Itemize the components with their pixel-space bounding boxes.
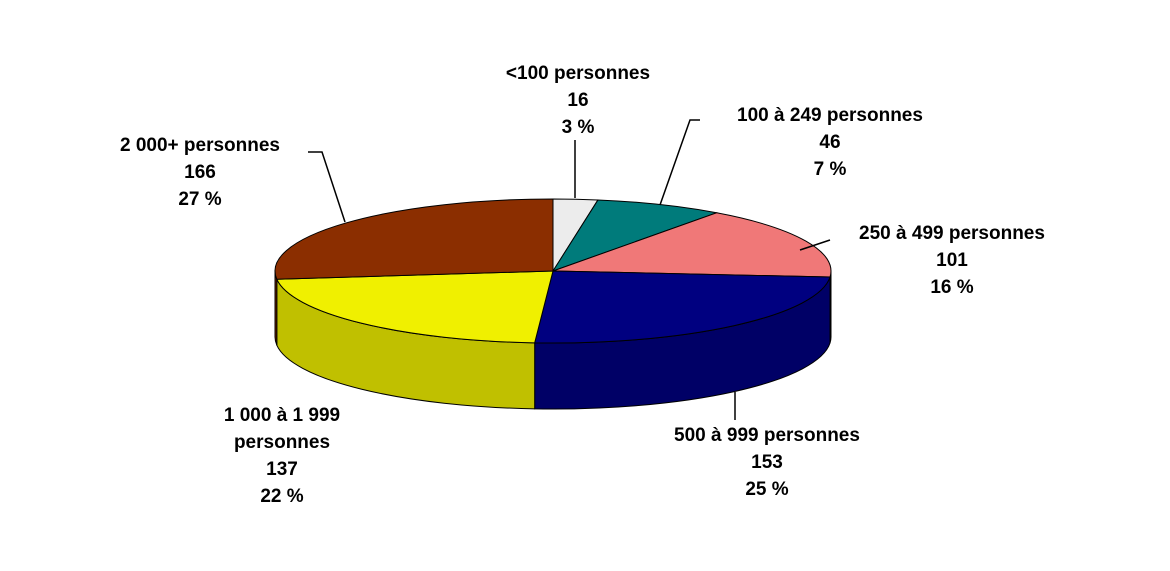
pie-slice <box>276 270 554 344</box>
slice-value: 101 <box>936 250 968 271</box>
data-label: 500 à 999 personnes 153 25 % <box>637 422 897 503</box>
slice-percent: 3 % <box>561 117 595 138</box>
data-label: 100 à 249 personnes 46 7 % <box>700 102 960 183</box>
data-label: 2 000+ personnes 166 27 % <box>80 132 320 213</box>
slice-percent: 7 % <box>813 159 847 180</box>
slice-percent: 16 % <box>930 277 974 298</box>
slice-percent: 22 % <box>260 486 304 507</box>
slice-side <box>274 270 278 346</box>
slice-name: 1 000 à 1 999 personnes <box>223 405 341 453</box>
pie-sides <box>274 270 832 410</box>
slice-name: 250 à 499 personnes <box>859 223 1045 244</box>
slice-percent: 27 % <box>178 189 222 210</box>
slice-value: 137 <box>266 459 298 480</box>
slice-percent: 25 % <box>745 479 789 500</box>
slice-name: <100 personnes <box>505 63 651 84</box>
slice-value: 153 <box>751 452 783 473</box>
leader-line <box>799 239 831 251</box>
leader-line <box>659 119 700 206</box>
pie-slice <box>552 212 832 278</box>
slice-value: 16 <box>567 90 589 111</box>
slice-name: 500 à 999 personnes <box>674 425 860 446</box>
pie-tops <box>274 198 832 344</box>
data-label: 1 000 à 1 999 personnes 137 22 % <box>202 402 362 510</box>
pie-slice <box>534 270 831 344</box>
slice-value: 166 <box>184 162 216 183</box>
data-label: 250 à 499 personnes 101 16 % <box>822 220 1082 301</box>
data-label: <100 personnes 16 3 % <box>458 60 698 141</box>
slice-value: 46 <box>819 132 841 153</box>
slice-name: 100 à 249 personnes <box>737 105 923 126</box>
leader-line <box>308 151 346 223</box>
pie-slice <box>274 198 554 280</box>
slice-name: 2 000+ personnes <box>119 135 280 156</box>
